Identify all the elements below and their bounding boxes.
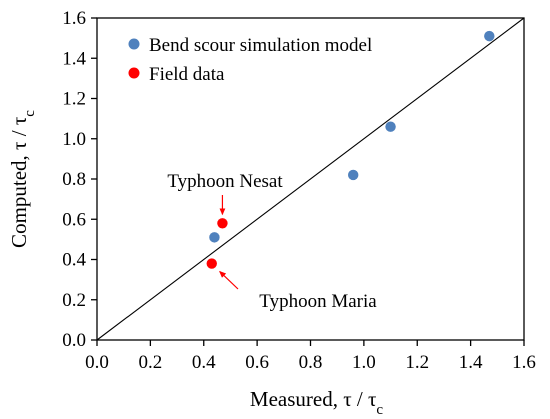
x-tick-label: 0.6: [245, 352, 269, 373]
simulation-point: [348, 169, 359, 181]
y-tick-label: 1.2: [62, 89, 86, 110]
y-tick-label: 1.4: [62, 48, 86, 69]
x-tick-label: 1.0: [352, 352, 376, 373]
simulation-point: [385, 121, 396, 132]
reference-line: [96, 17, 525, 341]
x-tick-label: 0.8: [299, 352, 323, 373]
x-tick-label: 1.6: [512, 352, 536, 373]
field-data-point: [217, 218, 228, 229]
annotation-typhoon-maria: Typhoon Maria: [259, 291, 377, 312]
y-tick-label: 0.8: [62, 169, 86, 190]
legend-marker: [128, 38, 140, 50]
x-tick-label: 0.0: [85, 352, 109, 373]
y-tick-label: 0.2: [62, 290, 86, 311]
annotations: Typhoon Nesat Typhoon Maria: [167, 171, 377, 312]
y-tick-label: 1.0: [62, 129, 86, 150]
axis-labels: Measured, τ / τc Computed, τ / τc: [7, 110, 383, 418]
x-axis-label: Measured, τ / τc: [250, 387, 384, 418]
legend: Bend scour simulation model Field data: [128, 35, 372, 85]
simulation-point: [484, 30, 495, 42]
legend-marker: [128, 67, 140, 79]
annotation-arrow: [219, 270, 239, 290]
x-tick-label: 1.2: [405, 352, 429, 373]
plot-area: 0.0 0.2 0.4 0.6 0.8 1.0 1.2 1.4 1.6 0.0 0.2 0.4 0.6 0…: [62, 8, 536, 373]
x-tick-label: 0.2: [139, 352, 163, 373]
field-data-point: [206, 258, 217, 269]
y-tick-label: 1.6: [62, 8, 86, 29]
y-axis-label: Computed, τ / τc: [7, 110, 38, 248]
chart-marks: [96, 17, 525, 341]
annotation-typhoon-nesat: Typhoon Nesat: [167, 171, 283, 192]
y-tick-label: 0.4: [62, 250, 86, 271]
y-tick-label: 0.6: [62, 209, 86, 230]
x-tick-label: 0.4: [192, 352, 216, 373]
legend-label: Bend scour simulation model: [149, 35, 372, 56]
simulation-point: [209, 232, 220, 243]
x-tick-label: 1.4: [459, 352, 483, 373]
y-tick-label: 0.0: [62, 330, 86, 351]
legend-label: Field data: [149, 64, 225, 85]
